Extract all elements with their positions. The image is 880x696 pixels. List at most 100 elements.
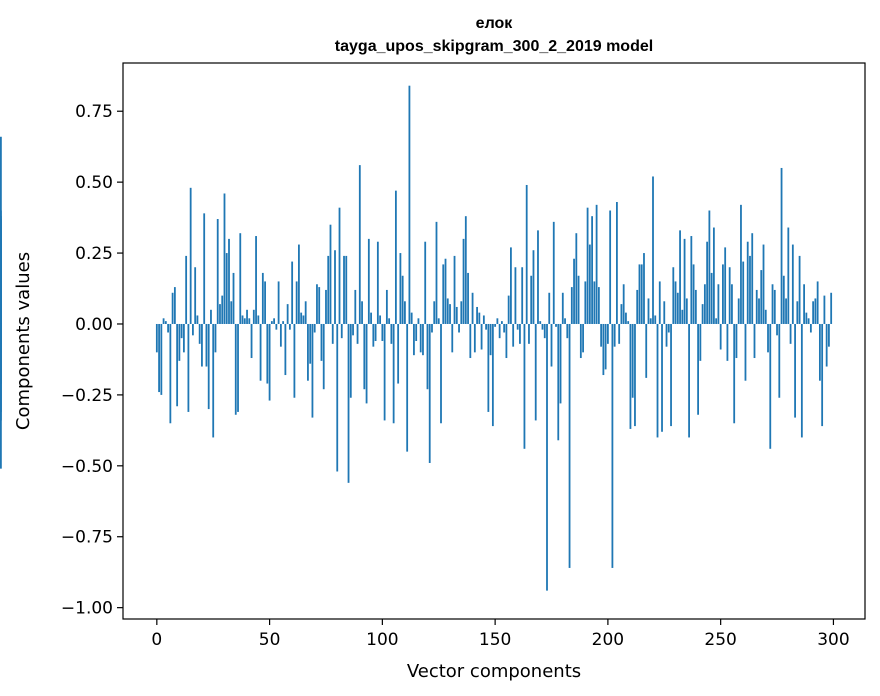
bar-228 [670,323,672,427]
bar-219 [649,318,652,324]
bar-256 [733,323,736,424]
bar-124 [435,221,438,324]
bar-31 [225,253,228,324]
bar-213 [636,289,639,324]
bar-186 [575,233,578,324]
x-tick-label-100: 100 [366,630,398,650]
bar-289 [807,318,810,324]
bar-57 [284,323,287,376]
bar-283 [794,323,796,418]
bar-171 [541,323,544,330]
bar-14 [187,323,190,412]
bar-146 [485,323,487,330]
bar-271 [767,323,769,353]
bar-212 [634,323,636,427]
bar-25 [212,323,215,438]
bar-58 [286,304,289,324]
bar-222 [656,323,659,438]
bar-260 [742,261,745,324]
bar-38 [241,315,244,324]
bar-170 [539,321,542,324]
bar-233 [681,309,684,324]
bar-49 [266,323,269,384]
bar-277 [780,167,783,324]
bar-261 [744,323,747,381]
bar-131 [451,323,454,353]
bar-106 [394,190,397,324]
bar-160 [516,323,519,330]
bar-268 [760,270,763,324]
bar-132 [453,255,456,324]
x-tick-label-250: 250 [704,630,736,650]
bar-211 [631,323,634,398]
bar-243 [703,284,706,324]
bar-182 [566,323,569,339]
bar-299 [830,292,833,324]
bar-3 [162,318,165,324]
bar-297 [825,323,828,367]
bar-18 [196,315,199,324]
bar-87 [352,323,354,336]
bar-272 [769,323,772,449]
bar-53 [275,323,278,330]
bar-6 [169,323,172,424]
plot-frame [122,62,866,620]
bar-178 [557,323,560,441]
chart-subtitle: tayga_upos_skipgram_300_2_2019 model [335,38,653,55]
bar-291 [812,301,815,324]
bar-215 [640,264,643,324]
bar-257 [735,323,738,359]
y-tick-label-0: 0.00 [75,315,113,335]
bar-293 [816,281,819,324]
bar-181 [564,318,566,324]
bar-26 [214,323,217,353]
bar-37 [239,233,242,324]
bar-152 [498,323,501,339]
bar-175 [550,323,553,367]
bar-85 [347,323,350,483]
bar-166 [530,275,533,324]
bar-154 [503,323,506,333]
bar-19 [198,323,201,344]
bar-159 [514,267,517,324]
bar-34 [232,272,235,324]
bar-133 [455,306,458,324]
bar-151 [496,318,499,324]
bar-288 [805,312,808,324]
bar-285 [798,255,801,324]
bar-245 [708,210,711,324]
bar-93 [365,323,368,404]
bar-110 [404,301,406,324]
bar-86 [349,323,352,398]
bar-224 [661,323,663,432]
bar-248 [715,318,718,324]
bar-112 [408,85,411,324]
bar-102 [385,289,388,324]
bars-group [0,85,833,591]
x-axis-ticks: 0 50 100 150 200 250 300 [151,619,850,650]
bar-286 [800,323,803,438]
bar-60 [291,261,294,324]
bar-220 [652,176,654,324]
bar-16 [192,323,194,336]
bar-252 [724,247,727,324]
bar-249 [717,284,720,324]
bar-129 [446,298,449,324]
bar-204 [616,202,618,324]
bar-210 [629,323,632,429]
bar-95 [370,312,372,324]
bar-67 [307,323,309,381]
bar-104 [390,323,393,344]
bar-282 [791,244,794,324]
bar-69 [311,323,314,418]
bar-225 [663,301,666,324]
bar-230 [674,281,677,324]
bar-80 [336,323,339,472]
bar-52 [273,318,275,324]
bar-68 [309,323,312,364]
bar-148 [489,323,492,356]
y-tick-label-0.5: 0.50 [75,173,113,193]
bar-undefined [0,323,2,344]
bar-44 [255,236,257,324]
